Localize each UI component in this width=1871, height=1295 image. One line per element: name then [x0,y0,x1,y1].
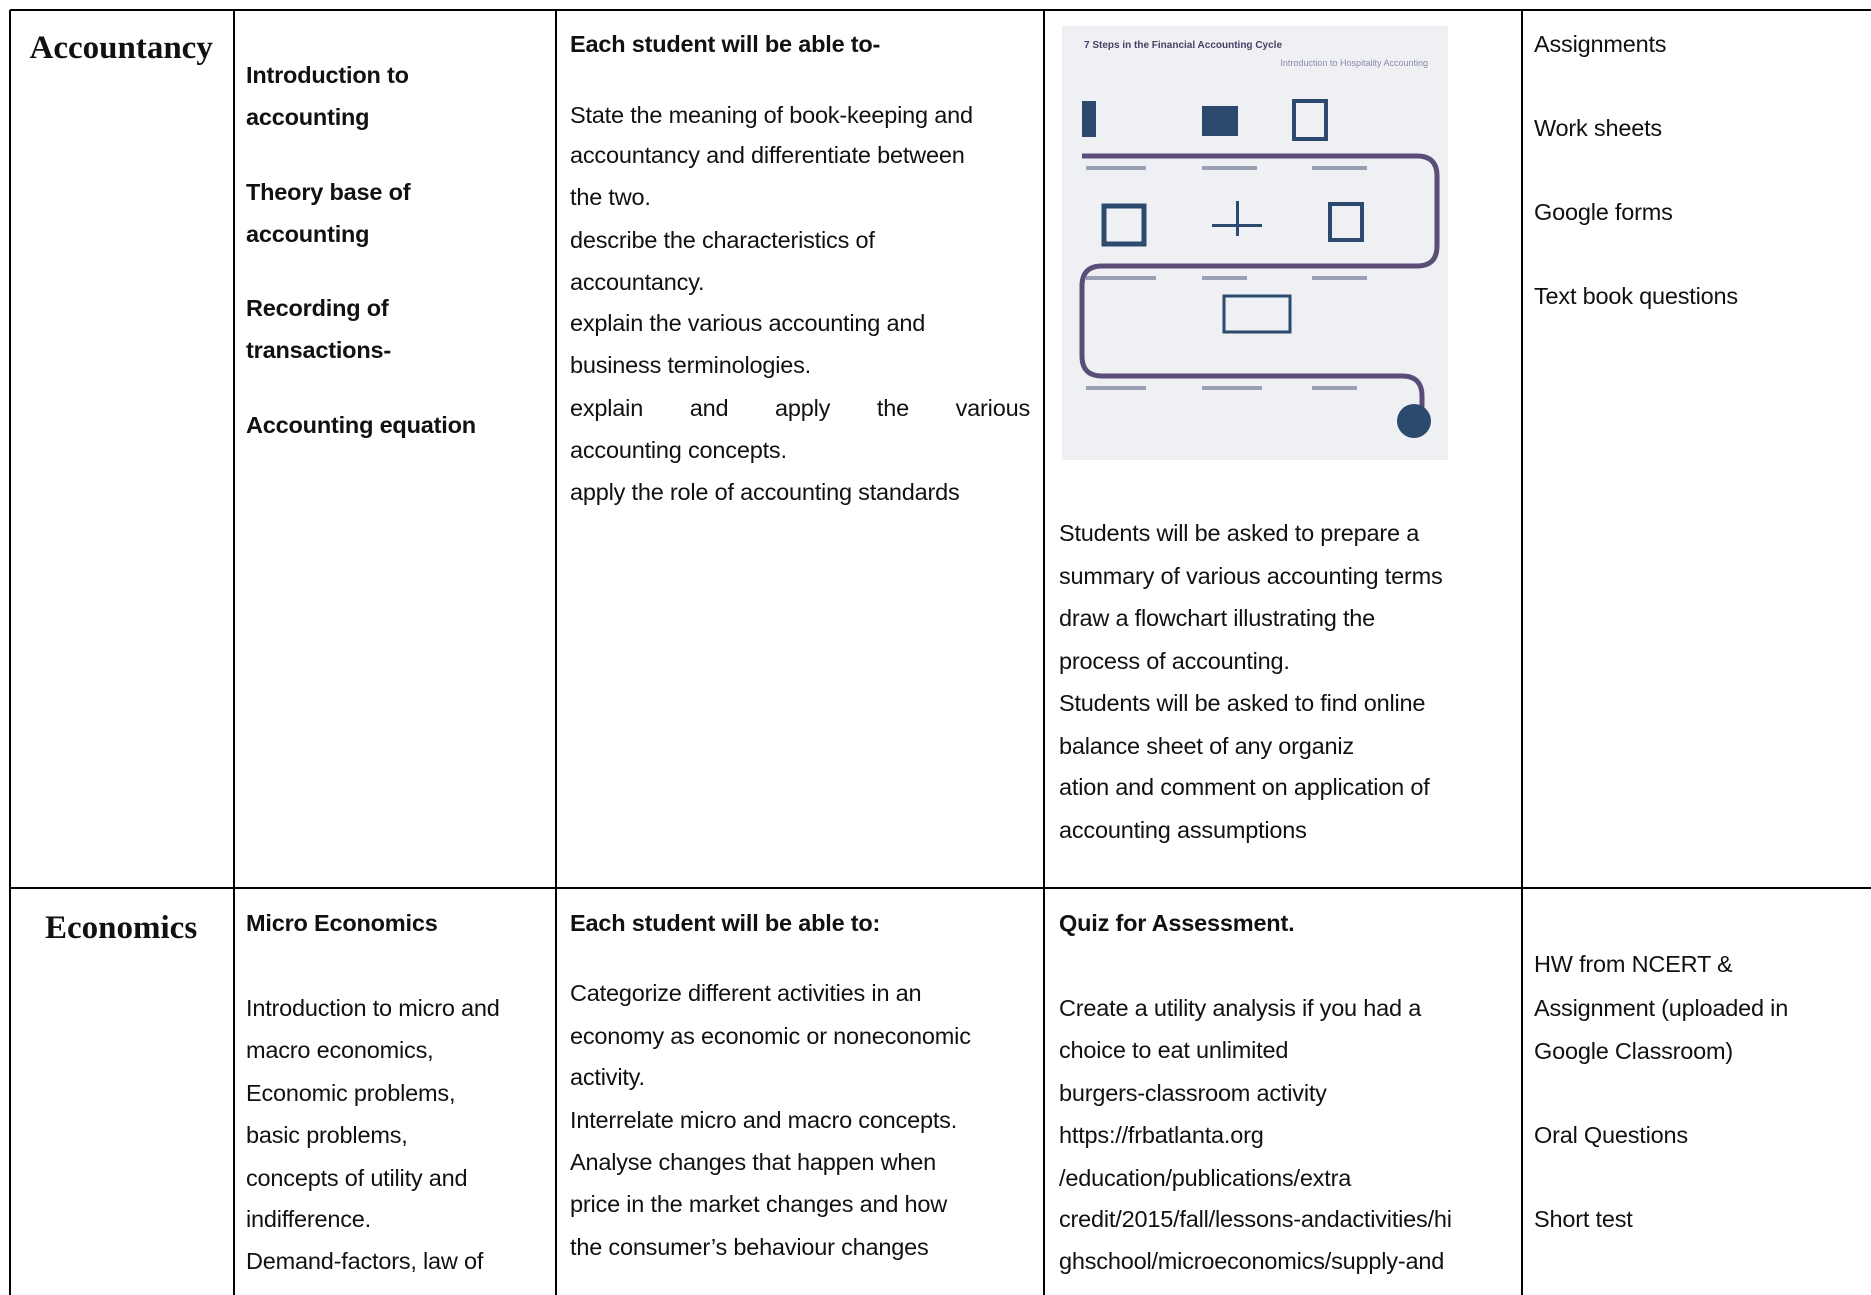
cell-line: the consumer’s behaviour changes [570,1234,929,1260]
cell-line: https://frbatlanta.org [1059,1122,1264,1148]
cell-line: choice to eat unlimited [1059,1037,1289,1063]
column-border [233,10,235,1295]
cell-line: ghschool/microeconomics/supply-and [1059,1248,1445,1274]
cell-line: Categorize different activities in an [570,980,922,1006]
figure-subtitle: Introduction to Hospitality Accounting [1280,58,1428,68]
cell-line: macro economics, [246,1037,434,1063]
cell-line: Create a utility analysis if you had a [1059,995,1422,1021]
cell-line: describe the characteristics of [570,227,875,253]
cell-line: price in the market changes and how [570,1191,948,1217]
cell-line: HW from NCERT & [1534,951,1733,977]
cell-line: Text book questions [1534,283,1738,309]
cell-line: Students will be asked to find online [1059,690,1426,716]
cell-heading: Quiz for Assessment. [1059,910,1295,936]
cell-heading: Micro Economics [246,910,438,936]
cell-line: draw a flowchart illustrating the [1059,605,1376,631]
cell-line: Accounting equation [246,412,476,438]
cell-line: accountancy. [570,269,705,295]
cell-line: Introduction to micro and [246,995,500,1021]
figure-title: 7 Steps in the Financial Accounting Cycl… [1084,40,1282,51]
cell-line: apply the role of accounting standards [570,479,960,505]
row-border [10,887,1871,889]
cell-line: Work sheets [1534,115,1662,141]
cell-line: Assignments [1534,31,1667,57]
subject: Economics [45,909,198,946]
cell-line: balance sheet of any organiz [1059,733,1354,759]
column-border [1043,10,1045,1295]
column-border [555,10,557,1295]
cell-line: concepts of utility and [246,1165,468,1191]
cell-line: Students will be asked to prepare a [1059,520,1420,546]
cell-line: /education/publications/extra [1059,1165,1352,1191]
cell-line: Demand-factors, law of [246,1248,484,1274]
table-border [10,9,1871,11]
cell-line: Recording of [246,295,389,321]
subject: Accountancy [29,29,213,66]
cell-line: explain and apply the various [570,395,1030,421]
cell-heading: Each student will be able to- [570,31,881,57]
column-border [1521,10,1523,1295]
cell-line: accountancy and differentiate between [570,142,965,168]
cell-line: Google forms [1534,199,1673,225]
cell-line: economy as economic or noneconomic [570,1023,971,1049]
cell-line: accounting concepts. [570,437,787,463]
cell-heading: Each student will be able to: [570,910,881,936]
cell-line: Economic problems, [246,1080,456,1106]
cell-line: summary of various accounting terms [1059,563,1443,589]
cell-line: Google Classroom) [1534,1038,1734,1064]
cell-line: explain the various accounting and [570,310,926,336]
cell-line: business terminologies. [570,352,811,378]
cell-line: activity. [570,1064,645,1090]
cell-line: Interrelate micro and macro concepts. [570,1107,958,1133]
cell-line: Oral Questions [1534,1122,1688,1148]
cell-line: credit/2015/fall/lessons-andactivities/h… [1059,1206,1452,1232]
cell-line: basic problems, [246,1122,408,1148]
column-border [9,10,11,1295]
cell-line: Theory base of [246,179,411,205]
cell-line: accounting assumptions [1059,817,1307,843]
cell-line: Short test [1534,1206,1633,1232]
cell-line: burgers-classroom activity [1059,1080,1327,1106]
cell-line: State the meaning of book-keeping and [570,102,973,128]
cell-line: Analyse changes that happen when [570,1149,936,1175]
cell-line: process of accounting. [1059,648,1290,674]
cell-line: accounting [246,104,370,130]
cell-line: ation and comment on application of [1059,774,1430,800]
cell-line: Introduction to [246,62,409,88]
cell-line: indifference. [246,1206,371,1232]
cell-line: accounting [246,221,370,247]
cell-line: transactions- [246,337,391,363]
cell-line: the two. [570,184,651,210]
accounting-cycle-infographic: 7 Steps in the Financial Accounting Cycl… [1062,26,1448,460]
cell-line: Assignment (uploaded in [1534,995,1789,1021]
